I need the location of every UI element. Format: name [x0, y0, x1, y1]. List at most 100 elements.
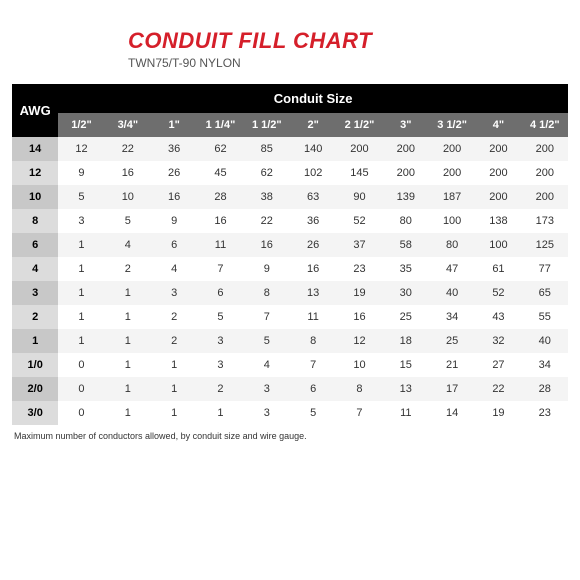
table-cell: 1	[58, 257, 104, 281]
table-cell: 1	[105, 353, 151, 377]
row-label: 6	[12, 233, 58, 257]
row-label: 10	[12, 185, 58, 209]
table-cell: 14	[429, 401, 475, 425]
table-cell: 1	[105, 329, 151, 353]
table-cell: 62	[244, 161, 290, 185]
table-cell: 52	[475, 281, 521, 305]
table-cell: 11	[197, 233, 243, 257]
table-cell: 5	[197, 305, 243, 329]
table-cell: 200	[429, 161, 475, 185]
table-cell: 26	[151, 161, 197, 185]
table-cell: 125	[522, 233, 568, 257]
table-cell: 0	[58, 377, 104, 401]
table-cell: 173	[522, 209, 568, 233]
table-cell: 1	[151, 401, 197, 425]
page-subtitle: TWN75/T-90 NYLON	[128, 56, 580, 70]
table-cell: 5	[290, 401, 336, 425]
row-label: 2	[12, 305, 58, 329]
table-cell: 15	[383, 353, 429, 377]
row-label: 1/0	[12, 353, 58, 377]
table-cell: 8	[336, 377, 382, 401]
table-cell: 200	[429, 137, 475, 161]
table-cell: 2	[151, 329, 197, 353]
table-cell: 62	[197, 137, 243, 161]
table-cell: 45	[197, 161, 243, 185]
table-cell: 100	[429, 209, 475, 233]
table-cell: 12	[58, 137, 104, 161]
table-cell: 52	[336, 209, 382, 233]
table-cell: 3	[244, 401, 290, 425]
table-cell: 2	[151, 305, 197, 329]
table-row: 6146111626375880100125	[12, 233, 568, 257]
table-cell: 55	[522, 305, 568, 329]
table-cell: 65	[522, 281, 568, 305]
table-cell: 10	[105, 185, 151, 209]
table-cell: 2	[197, 377, 243, 401]
column-header: 1/2"	[58, 113, 104, 137]
table-cell: 145	[336, 161, 382, 185]
column-header: 4"	[475, 113, 521, 137]
table-cell: 23	[336, 257, 382, 281]
table-cell: 38	[244, 185, 290, 209]
table-cell: 9	[244, 257, 290, 281]
table-cell: 90	[336, 185, 382, 209]
table-cell: 102	[290, 161, 336, 185]
column-header: 2 1/2"	[336, 113, 382, 137]
table-cell: 34	[522, 353, 568, 377]
table-cell: 5	[58, 185, 104, 209]
table-cell: 3	[244, 377, 290, 401]
table-cell: 19	[336, 281, 382, 305]
table-cell: 47	[429, 257, 475, 281]
column-header-row: 1/2"3/4"1"1 1/4"1 1/2"2"2 1/2"3"3 1/2"4"…	[12, 113, 568, 137]
table-cell: 7	[244, 305, 290, 329]
table-cell: 28	[197, 185, 243, 209]
table-cell: 40	[522, 329, 568, 353]
table-cell: 43	[475, 305, 521, 329]
table-head: AWG Conduit Size 1/2"3/4"1"1 1/4"1 1/2"2…	[12, 84, 568, 137]
table-cell: 34	[429, 305, 475, 329]
table-cell: 9	[151, 209, 197, 233]
table-cell: 100	[475, 233, 521, 257]
table-cell: 13	[290, 281, 336, 305]
table-cell: 200	[475, 185, 521, 209]
table-cell: 16	[336, 305, 382, 329]
table-row: 311368131930405265	[12, 281, 568, 305]
table-cell: 4	[151, 257, 197, 281]
row-label: 12	[12, 161, 58, 185]
table-cell: 85	[244, 137, 290, 161]
column-header: 1 1/2"	[244, 113, 290, 137]
table-cell: 16	[197, 209, 243, 233]
table-cell: 36	[290, 209, 336, 233]
table-cell: 200	[475, 161, 521, 185]
table-cell: 16	[244, 233, 290, 257]
table-cell: 200	[475, 137, 521, 161]
table-cell: 26	[290, 233, 336, 257]
table-cell: 80	[383, 209, 429, 233]
table-cell: 3	[197, 353, 243, 377]
table-cell: 200	[522, 137, 568, 161]
column-header: 3/4"	[105, 113, 151, 137]
row-label: 8	[12, 209, 58, 233]
table-cell: 5	[244, 329, 290, 353]
column-header: 3"	[383, 113, 429, 137]
table-cell: 61	[475, 257, 521, 281]
table-cell: 1	[105, 281, 151, 305]
table-cell: 6	[290, 377, 336, 401]
table-cell: 18	[383, 329, 429, 353]
table-cell: 19	[475, 401, 521, 425]
table-cell: 36	[151, 137, 197, 161]
table-cell: 6	[151, 233, 197, 257]
table-cell: 17	[429, 377, 475, 401]
table-cell: 11	[383, 401, 429, 425]
table-cell: 30	[383, 281, 429, 305]
table-row: 2/0011236813172228	[12, 377, 568, 401]
table-cell: 200	[336, 137, 382, 161]
table-cell: 22	[105, 137, 151, 161]
table-cell: 200	[383, 137, 429, 161]
row-label: 3/0	[12, 401, 58, 425]
table-body: 1412223662851402002002002002001291626456…	[12, 137, 568, 425]
table-cell: 21	[429, 353, 475, 377]
table-row: 105101628386390139187200200	[12, 185, 568, 209]
table-cell: 40	[429, 281, 475, 305]
row-label: 4	[12, 257, 58, 281]
